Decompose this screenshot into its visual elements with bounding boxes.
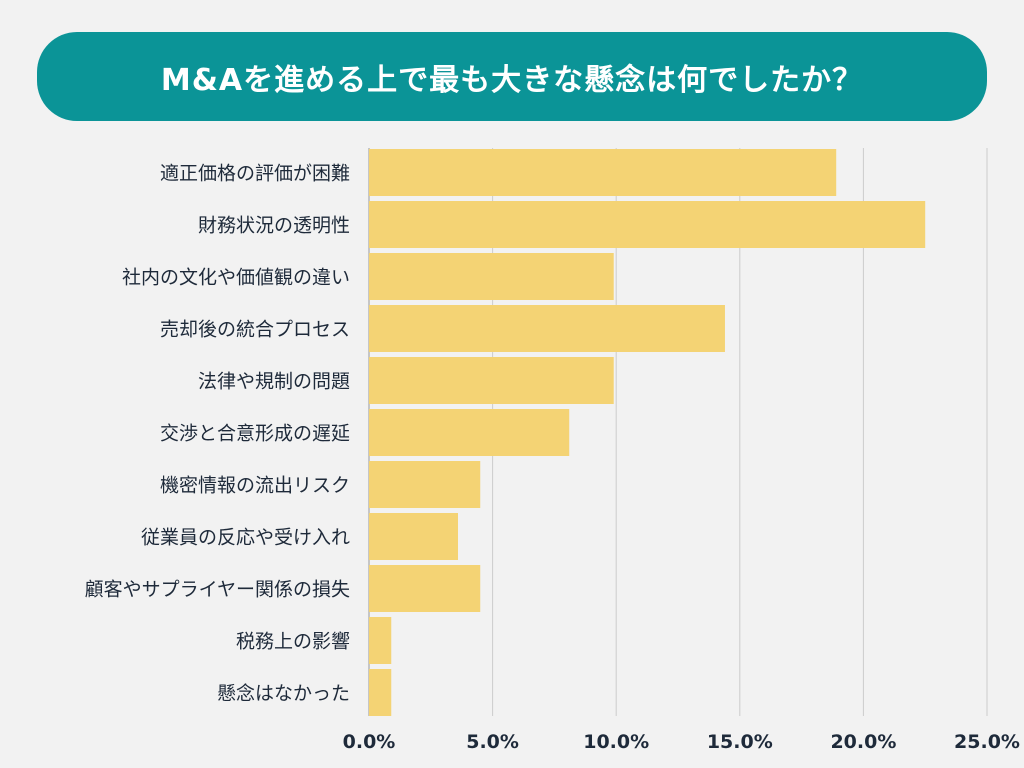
bar bbox=[369, 253, 614, 300]
category-label: 財務状況の透明性 bbox=[198, 215, 350, 237]
title-banner: M&Aを進める上で最も大きな懸念は何でしたか？ bbox=[37, 32, 987, 121]
x-tick-label: 10.0% bbox=[583, 731, 649, 753]
category-label: 顧客やサプライヤー関係の損失 bbox=[85, 579, 350, 601]
category-label: 従業員の反応や受け入れ bbox=[141, 527, 350, 549]
category-label: 税務上の影響 bbox=[236, 631, 350, 653]
category-label: 懸念はなかった bbox=[217, 682, 350, 705]
category-label: 法律や規制の問題 bbox=[198, 371, 350, 393]
chart-title: M&Aを進める上で最も大きな懸念は何でしたか？ bbox=[160, 62, 864, 98]
category-label: 交渉と合意形成の遅延 bbox=[160, 423, 350, 445]
x-tick-label: 15.0% bbox=[707, 731, 773, 753]
bar bbox=[369, 357, 614, 404]
x-tick-label: 20.0% bbox=[830, 731, 896, 753]
bar bbox=[369, 409, 570, 456]
x-tick-label: 5.0% bbox=[466, 731, 519, 753]
category-label: 売却後の統合プロセス bbox=[160, 319, 350, 341]
bar bbox=[369, 461, 481, 508]
bar bbox=[369, 617, 392, 664]
bar bbox=[369, 305, 725, 352]
category-label: 機密情報の流出リスク bbox=[160, 475, 350, 497]
category-label: 適正価格の評価が困難 bbox=[160, 163, 350, 185]
category-label: 社内の文化や価値観の違い bbox=[122, 267, 350, 289]
bar bbox=[369, 565, 481, 612]
bar bbox=[369, 669, 392, 716]
bar bbox=[369, 513, 458, 560]
x-tick-label: 0.0% bbox=[343, 731, 396, 753]
bar bbox=[369, 201, 926, 248]
x-tick-label: 25.0% bbox=[954, 731, 1020, 753]
bar bbox=[369, 149, 837, 196]
